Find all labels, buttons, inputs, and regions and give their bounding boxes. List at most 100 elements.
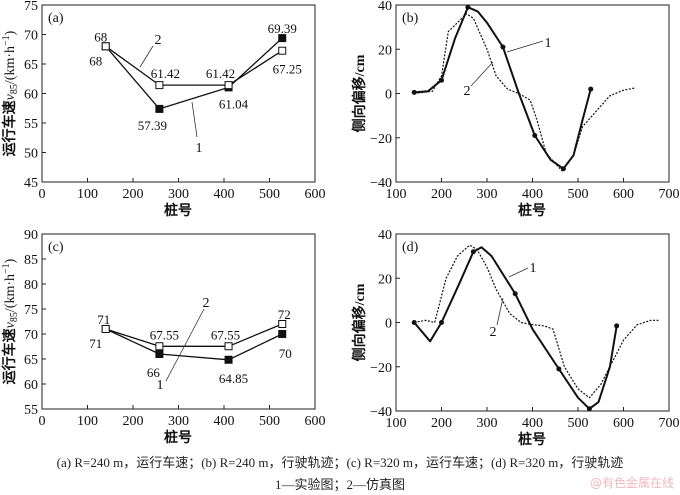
series-2-line [414,13,636,172]
y-tick-label: −40 [370,176,392,191]
callout-label-1: 1 [545,36,552,51]
y-tick-label: 20 [378,272,392,287]
callout-label-2: 2 [464,84,471,99]
data-label: 68 [94,29,107,44]
x-axis-label: 桩号 [164,202,192,219]
x-axis-label: 桩号 [164,429,192,446]
x-tick-label: 0 [39,414,46,429]
data-label: 68 [89,53,102,68]
y-tick-label: 40 [378,0,392,14]
series-1-marker [439,320,444,325]
y-tick-label: 70 [24,328,38,343]
series-1-marker [465,4,471,10]
x-tick-label: 700 [659,187,680,202]
x-tick-label: 200 [431,416,452,431]
series-1-marker [278,34,287,43]
y-axis-label-main: 侧向偏移/cm [351,54,368,132]
y-tick-label: 90 [24,228,38,243]
x-tick-label: 200 [431,187,452,202]
y-tick-label: −40 [370,405,392,420]
x-tick-label: 600 [305,187,326,202]
x-tick-label: 400 [214,414,235,429]
x-tick-label: 100 [386,187,407,202]
data-label: 71 [89,336,102,351]
series-2-marker [224,342,233,351]
data-label: 61.04 [219,96,249,111]
series-1-marker [614,323,620,329]
y-axis-label-unit: /(km·h [3,46,18,84]
callout-label-2: 2 [490,325,497,340]
series-2-line [105,45,283,86]
x-tick-label: 500 [259,187,280,202]
y-tick-label: 65 [24,353,38,368]
series-2-marker [101,325,110,333]
x-tick-label: 700 [659,416,680,431]
series-1-marker [278,330,287,338]
caption-line-2: 1—实验图；2—仿真图 [274,477,405,492]
x-tick-label: 100 [77,414,98,429]
y-tick-label: 60 [24,378,38,393]
callout-leader-2 [470,61,494,87]
callout-label-1: 1 [157,378,164,393]
y-tick-label: 65 [24,58,38,73]
y-tick-label: 55 [24,403,38,418]
y-axis-label-sub: 85 [9,84,20,94]
x-tick-label: 500 [568,416,589,431]
series-1-marker [588,86,594,92]
y-axis-label-sub: 85 [9,312,20,322]
x-tick-label: 600 [305,414,326,429]
x-tick-label: 300 [477,416,498,431]
panel-label: (a) [48,11,64,26]
y-tick-label: 20 [378,43,392,58]
data-label: 71 [97,312,110,327]
callout-label-1: 1 [530,261,537,276]
callout-leader-2 [165,308,205,382]
series-2-line [414,244,659,399]
y-tick-label: −20 [370,361,392,376]
callout-leader-1 [506,40,544,53]
chart-c: 0 100 200 300 400 500 600 55 60 65 70 75 80 85 90 (c) 桩号… [1,228,326,446]
y-tick-label: 0 [385,317,392,332]
x-tick-label: 100 [77,187,98,202]
chart-d: 100 200 300 400 500 600 700 −40 −20 0 20 40 (d) 桩号 侧向偏… [351,228,680,448]
y-tick-label: −20 [370,132,392,147]
series-2-marker [101,42,110,51]
x-tick-label: 300 [168,187,189,202]
y-axis-label-sup: −1 [1,263,12,274]
x-tick-label: 100 [386,416,407,431]
callout-leader-2 [139,45,154,68]
y-tick-label: 60 [24,88,38,103]
series-2-marker [155,342,164,351]
caption-line-1: (a) R=240 m，运行车速；(b) R=240 m，行驶轨迹；(c) R=… [56,455,624,470]
series-1-marker [155,350,164,358]
series-2-marker [278,320,287,328]
x-tick-label: 300 [477,187,498,202]
data-label: 61.42 [151,66,180,81]
y-axis-label-var: v [3,93,18,100]
callout-leader-1 [508,267,529,278]
data-label: 61.42 [206,66,235,81]
y-tick-label: 55 [24,117,38,132]
x-tick-label: 600 [613,187,634,202]
series-1-marker [556,366,562,372]
y-tick-label: 75 [24,0,38,14]
series-1-marker [586,406,592,412]
y-axis-label-main: 侧向偏移/cm [351,283,368,361]
panel-label: (b) [402,11,419,26]
panel-label: (d) [402,240,419,255]
y-axis-label: 运行车速v85/(km·h−1) [1,30,20,156]
callout-label-1: 1 [196,141,203,156]
y-axis-label-main: 运行车速 [1,100,18,156]
y-axis-label-close: ) [3,258,18,263]
data-label: 67.55 [211,327,240,342]
series-1-line [413,246,618,410]
x-tick-label: 300 [168,414,189,429]
data-label: 69.39 [268,21,297,36]
y-tick-label: 70 [24,29,38,44]
callout-leader-2 [496,297,504,326]
chart-b: 100 200 300 400 500 600 700 −40 −20 0 20 40 (b) 桩号 侧向偏… [351,0,680,219]
y-axis-label-var: v [3,321,18,328]
series-1-line [414,6,592,170]
plot-frame [41,233,316,410]
